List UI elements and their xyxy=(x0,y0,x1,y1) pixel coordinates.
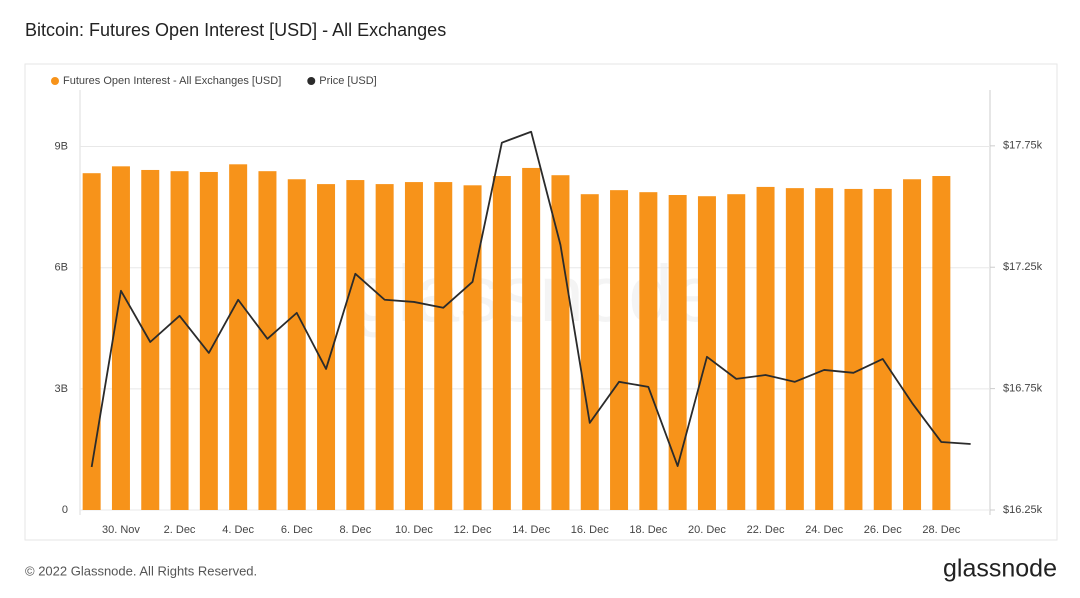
x-tick-label: 24. Dec xyxy=(805,524,843,536)
bar xyxy=(610,190,629,510)
x-tick-label: 6. Dec xyxy=(281,524,313,536)
bar xyxy=(785,188,804,510)
legend-marker xyxy=(51,77,59,85)
y-tick-label: 6B xyxy=(55,262,68,274)
bar xyxy=(229,164,248,511)
bar xyxy=(111,166,130,511)
x-tick-label: 26. Dec xyxy=(864,524,902,536)
y2-tick-label: $17.25k xyxy=(1003,261,1043,273)
price-line xyxy=(90,130,971,468)
y-tick-label: 3B xyxy=(55,383,68,395)
bar xyxy=(258,171,277,510)
bar xyxy=(639,192,658,510)
x-tick-label: 16. Dec xyxy=(571,524,609,536)
bar xyxy=(697,196,716,510)
chart-panel xyxy=(24,63,1058,541)
y2-tick-label: $17.75k xyxy=(1003,140,1043,152)
y2-tick-label: $16.25k xyxy=(1003,504,1043,516)
bar xyxy=(844,188,863,510)
bar xyxy=(170,171,189,510)
x-tick-label: 4. Dec xyxy=(222,524,254,536)
legend-label: Price [USD] xyxy=(319,75,376,87)
x-tick-label: 30. Nov xyxy=(102,524,140,536)
logo: glassnode xyxy=(943,555,1057,583)
x-tick-label: 12. Dec xyxy=(454,524,492,536)
bar xyxy=(463,185,482,511)
bar xyxy=(346,180,365,511)
bar xyxy=(404,182,423,511)
x-tick-label: 20. Dec xyxy=(688,524,726,536)
bar xyxy=(82,173,101,510)
x-tick-label: 2. Dec xyxy=(164,524,196,536)
bar xyxy=(375,184,394,510)
bar xyxy=(287,179,306,510)
chart-title: Bitcoin: Futures Open Interest [USD] - A… xyxy=(25,20,446,40)
bar xyxy=(815,188,834,510)
bar xyxy=(317,184,336,510)
x-tick-label: 28. Dec xyxy=(922,524,960,536)
x-tick-label: 10. Dec xyxy=(395,524,433,536)
copyright: © 2022 Glassnode. All Rights Reserved. xyxy=(25,563,257,578)
legend-marker xyxy=(307,77,316,85)
y-tick-label: 0 xyxy=(62,504,68,516)
bar xyxy=(199,171,218,510)
bar xyxy=(873,188,892,510)
y2-tick-label: $16.75k xyxy=(1003,383,1043,395)
bar xyxy=(434,182,453,511)
x-tick-label: 18. Dec xyxy=(629,524,667,536)
bar xyxy=(756,186,775,510)
y-tick-label: 9B xyxy=(55,140,68,152)
bar xyxy=(580,194,599,510)
x-tick-label: 22. Dec xyxy=(747,524,785,536)
bar xyxy=(551,175,570,510)
bar xyxy=(903,179,922,510)
x-tick-label: 14. Dec xyxy=(512,524,550,536)
bar xyxy=(522,167,541,510)
legend-label: Futures Open Interest - All Exchanges [U… xyxy=(63,75,281,87)
bar xyxy=(141,169,160,510)
bar xyxy=(668,195,687,510)
x-tick-label: 8. Dec xyxy=(339,524,371,536)
bar xyxy=(727,194,746,510)
bar xyxy=(492,176,511,510)
bar xyxy=(932,176,951,510)
